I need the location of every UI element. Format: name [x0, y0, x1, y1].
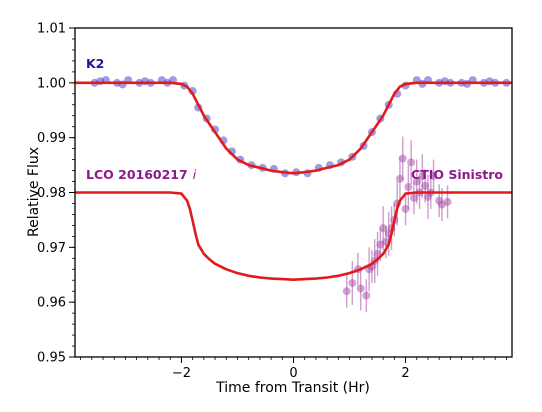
ctio-label: CTIO Sinistro	[411, 167, 503, 182]
lco-label: LCO 20160217 i	[86, 167, 197, 182]
x-tick-label: 2	[401, 366, 409, 381]
ctio-data-point	[379, 224, 388, 233]
plot-area	[75, 76, 512, 313]
ctio-data-point	[421, 181, 430, 190]
ctio-data-point	[342, 287, 351, 296]
y-tick-label: 1.01	[37, 22, 66, 37]
y-axis-title: Relative Flux	[26, 147, 42, 237]
ctio-data-point	[401, 204, 410, 213]
y-tick-label: 0.97	[37, 241, 66, 256]
ctio-data-point	[362, 291, 371, 300]
ctio-data-point	[407, 158, 416, 167]
y-tick-label: 0.99	[37, 131, 66, 146]
k2-model-curve	[75, 81, 512, 175]
ctio-data-point	[409, 193, 418, 202]
y-tick-label: 0.95	[37, 351, 66, 366]
x-tick-label: 0	[289, 366, 297, 381]
ctio-data-point	[356, 284, 365, 293]
k2-label: K2	[86, 56, 104, 71]
x-tick-label: −2	[172, 366, 191, 381]
x-axis-title: Time from Transit (Hr)	[215, 380, 370, 396]
ctio-data-point	[398, 154, 407, 163]
lco-label-text: LCO 20160217	[86, 167, 188, 182]
ctio-data-point	[348, 278, 357, 287]
axes: 0.95 0.96 0.97 0.98 0.99 1.00 1.01 −2 0 2	[37, 22, 507, 381]
lco-filter-label: i	[193, 167, 197, 182]
ctio-data-point	[412, 177, 421, 186]
ctio-data-point	[429, 172, 438, 181]
y-tick-label: 0.98	[37, 186, 66, 201]
ctio-data-point	[404, 183, 413, 192]
y-tick-label: 1.00	[37, 76, 66, 91]
plot-frame	[74, 27, 513, 358]
y-tick-label: 0.96	[37, 296, 66, 311]
lco-model-curve	[75, 191, 512, 281]
ctio-data-point	[418, 172, 427, 181]
ctio-data-point	[395, 174, 404, 183]
ctio-data-point	[443, 197, 452, 206]
